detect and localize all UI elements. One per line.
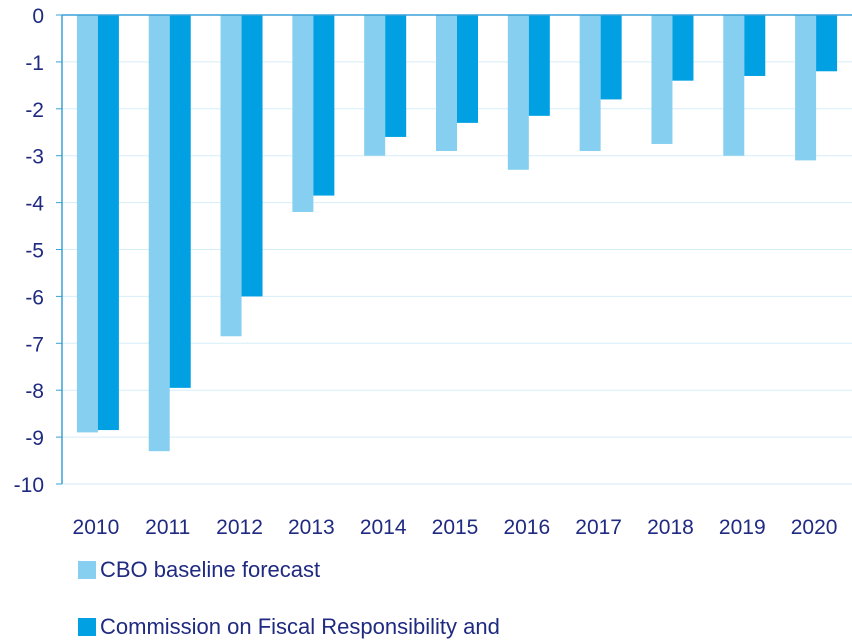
bar-commission-2014 [385,15,407,137]
legend-item-cbo: CBO baseline forecast [78,557,320,583]
y-tick-label: -2 [25,99,44,122]
y-tick-label: -4 [25,193,44,216]
x-tick-label: 2013 [288,516,335,539]
x-tick-label: 2015 [432,516,479,539]
bar-commission-2020 [816,15,838,72]
x-tick-label: 2010 [73,516,120,539]
legend-swatch-commission [78,618,96,636]
x-axis-ticks: 2010 2011 2012 2013 2014 2015 2016 2017 2018 2019… [73,516,838,539]
bar-commission-2019 [744,15,766,76]
y-tick-label: -5 [25,240,44,263]
bar-cbo-2010 [76,15,98,433]
x-tick-label: 2018 [647,516,694,539]
x-tick-label: 2016 [503,516,550,539]
y-axis-ticks: 0 -1 -2 -3 -4 -5 -6 -7 -8 -9 -10 [14,5,62,497]
bar-commission-2011 [169,15,191,388]
bar-cbo-2014 [364,15,386,156]
y-tick-label: 0 [32,5,44,28]
bar-commission-2012 [241,15,263,297]
y-tick-label: -9 [25,427,44,450]
x-tick-label: 2014 [360,516,407,539]
y-tick-label: -6 [25,286,44,309]
y-tick-label: -10 [14,474,44,497]
bar-cbo-2015 [436,15,457,152]
bar-cbo-2017 [579,15,601,152]
bar-cbo-2012 [220,15,242,337]
bar-commission-2017 [600,15,622,100]
x-tick-label: 2019 [719,516,766,539]
legend-swatch-cbo [78,561,96,579]
x-tick-label: 2011 [145,516,190,539]
bar-cbo-2020 [795,15,817,161]
bar-commission-2010 [97,15,119,431]
bar-commission-2015 [457,15,478,123]
bar-commission-2016 [528,15,550,116]
x-tick-label: 2020 [791,516,838,539]
bar-commission-2018 [672,15,694,81]
bar-commission-2013 [313,15,335,196]
legend-item-commission: Commission on Fiscal Responsibility and [78,614,500,640]
y-tick-label: -8 [25,380,44,403]
bar-cbo-2016 [507,15,529,170]
bar-cbo-2011 [148,15,170,452]
legend-label-cbo: CBO baseline forecast [100,557,321,582]
bar-cbo-2019 [723,15,745,156]
legend-label-commission: Commission on Fiscal Responsibility and [100,614,500,639]
y-tick-label: -1 [25,52,44,75]
x-tick-label: 2017 [575,516,622,539]
gridlines [62,61,852,485]
y-tick-label: -7 [25,333,44,356]
bar-cbo-2018 [651,15,673,144]
bar-cbo-2013 [292,15,314,212]
bars [76,15,838,452]
y-tick-label: -3 [25,146,44,169]
x-tick-label: 2012 [216,516,263,539]
